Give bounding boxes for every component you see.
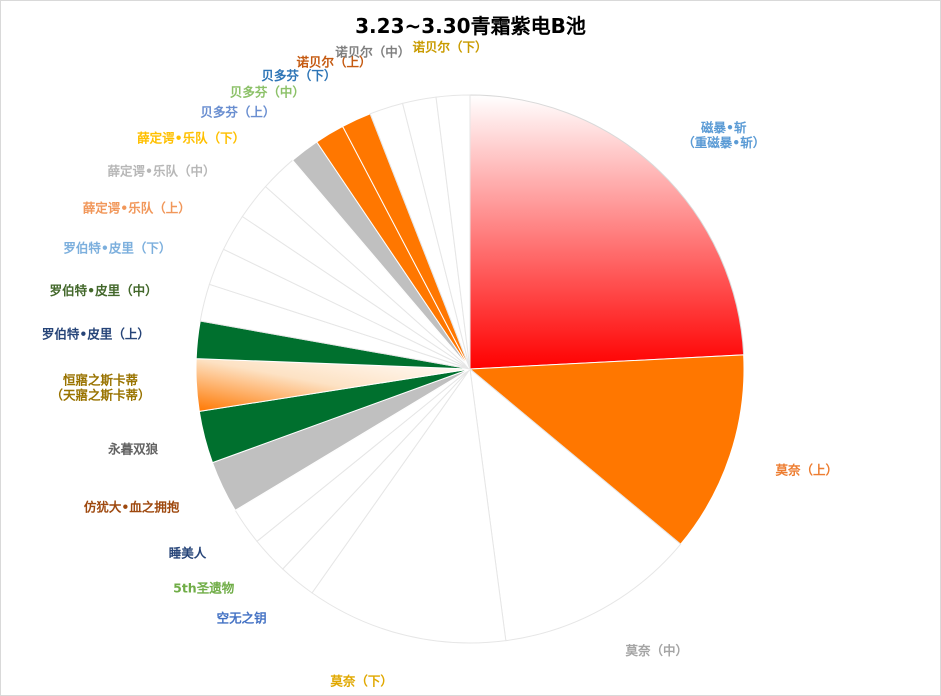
slice-label: 诺贝尔（中） [335,45,410,60]
pie-slices [195,94,745,644]
slice-label: 贝多芬（中） [230,85,305,100]
slice-label: 罗伯特•皮里（中） [50,283,158,298]
slice-label: 空无之钥 [217,611,267,626]
pie-slice [469,367,682,642]
slice-label: 磁暴•斩 [700,120,747,135]
slice-label: 莫奈（上） [776,463,839,478]
slice-label: 仿犹大•血之拥抱 [84,500,180,515]
slice-label: 睡美人 [169,546,207,561]
slice-label: 薛定谔•乐队（上） [83,201,191,216]
slice-label: 莫奈（中） [626,643,689,658]
slice-label: 薛定谔•乐队（下） [137,131,245,146]
slice-label: 贝多芬（下） [261,68,336,83]
slice-label: 诺贝尔（上） [297,54,372,69]
slice-label-alt: （天寤之斯卡蒂） [51,387,151,402]
pie-labels: 磁暴•斩（重磁暴•斩） 莫奈（上） 莫奈（中） 莫奈（下） 空无之钥 5th圣遗物 睡美人 仿… [42,40,838,689]
slice-label: 罗伯特•皮里（下） [63,241,171,256]
slice-label: 5th圣遗物 [173,580,235,595]
slice-label: 罗伯特•皮里（上） [42,327,150,342]
slice-label: 诺贝尔（下） [412,40,487,55]
pie-slice [435,94,471,370]
slice-label: 莫奈（下） [330,674,393,689]
chart-title: 3.23~3.30青霜紫电B池 [355,14,586,38]
slice-label: 恒寤之斯卡蒂 [63,372,139,387]
slice-label-alt: （重磁暴•斩） [682,135,765,150]
slice-label: 薛定谔•乐队（中） [108,164,216,179]
pie-slice [468,354,745,545]
slice-label: 永暮双狼 [107,441,159,456]
slice-label: 贝多芬（上） [200,104,275,119]
pie-slice [469,94,745,370]
pie-slice [311,367,507,644]
